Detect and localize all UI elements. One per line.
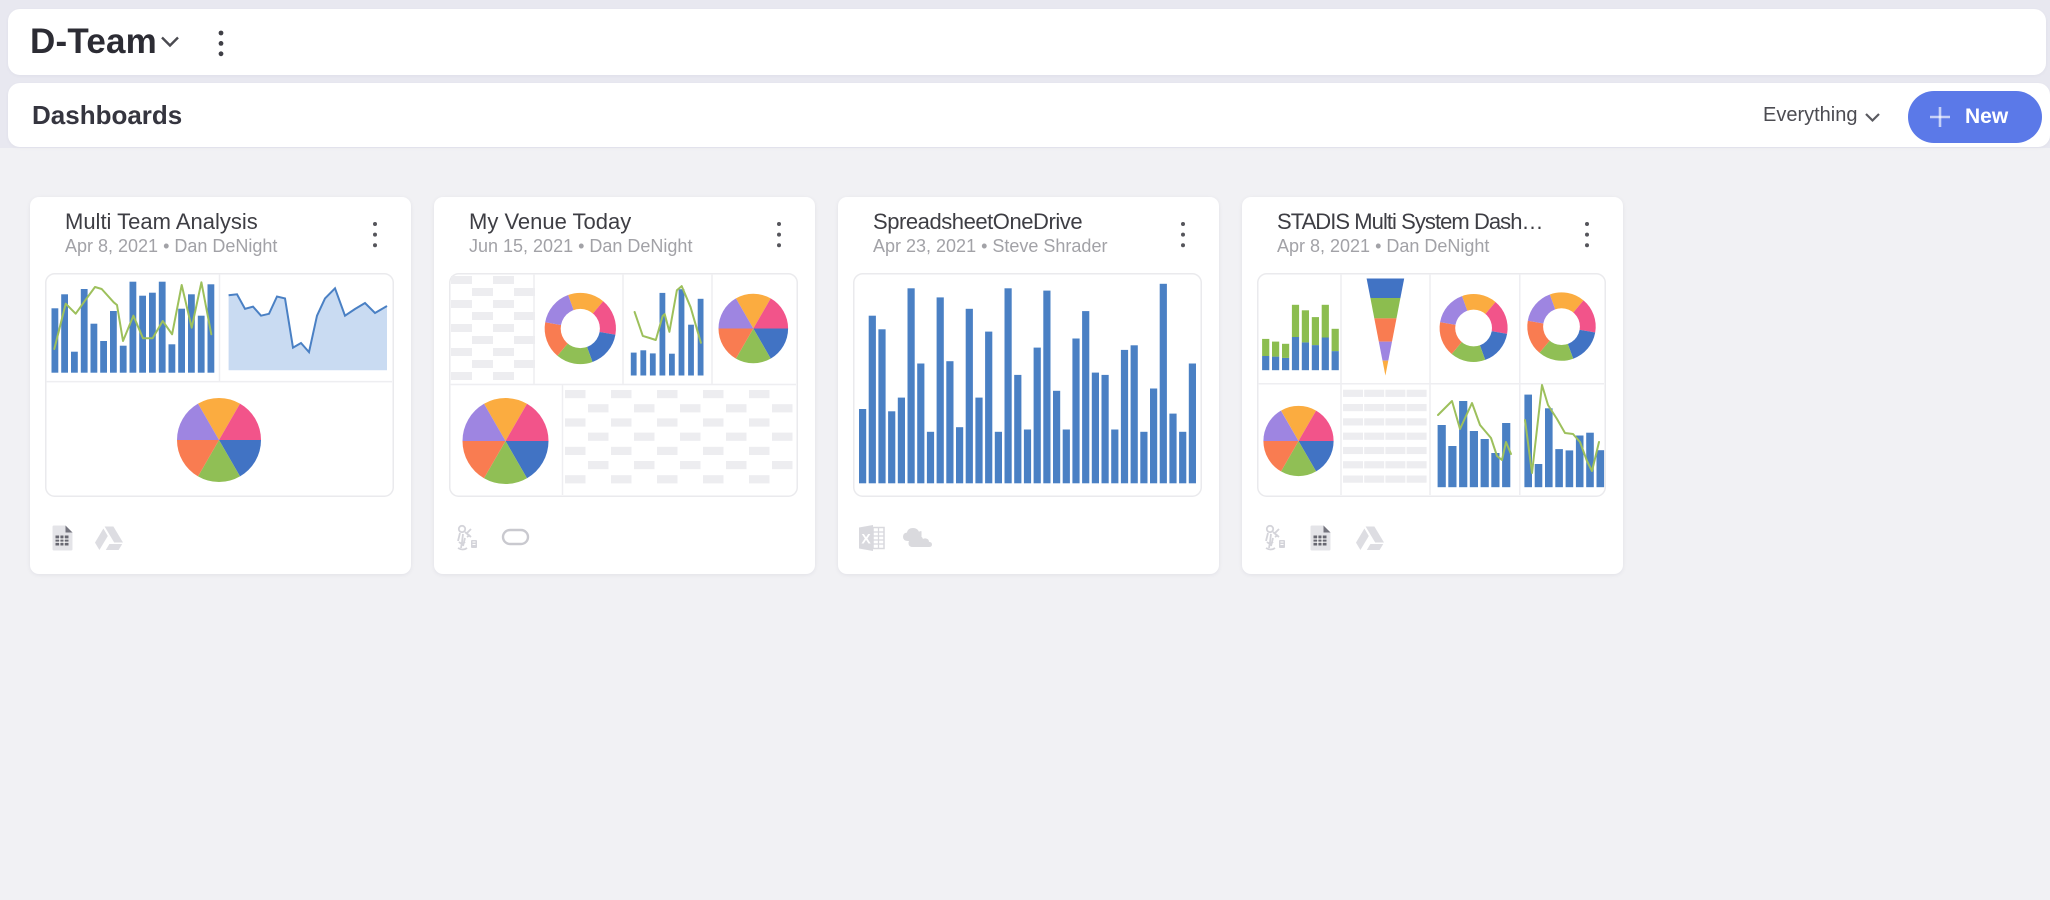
svg-text:X: X <box>861 531 871 547</box>
